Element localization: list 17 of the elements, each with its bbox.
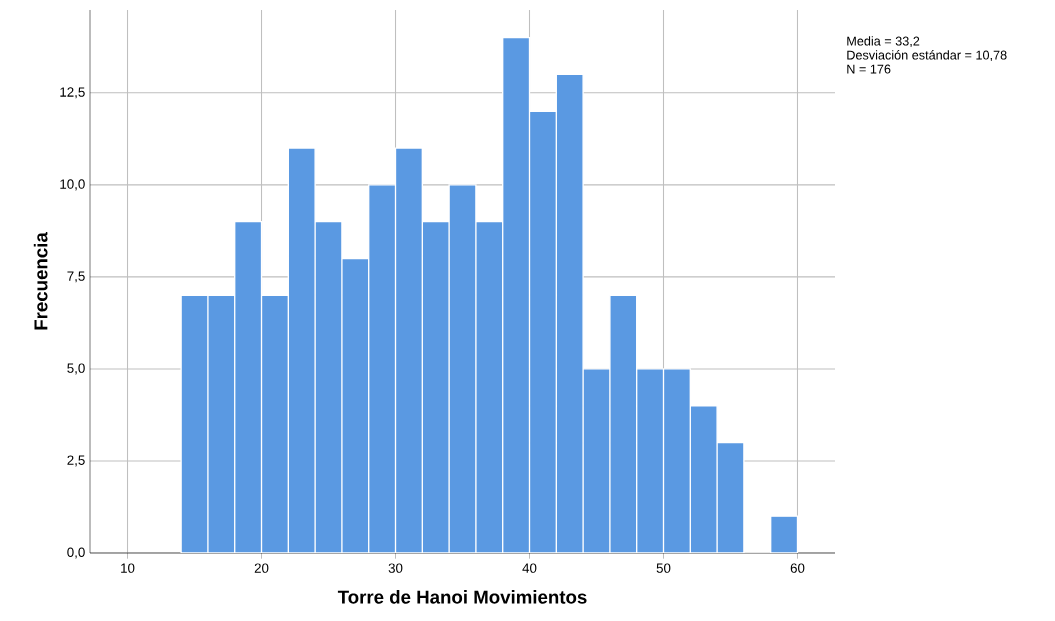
x-tick-label: 10 bbox=[121, 563, 135, 573]
y-tick-label: 10,0 bbox=[60, 179, 85, 191]
y-tick-label: 7,5 bbox=[67, 271, 85, 283]
x-tick-label: 50 bbox=[656, 563, 671, 573]
y-tick-label: 0,0 bbox=[67, 547, 85, 559]
y-axis-title: Frecuencia bbox=[33, 232, 48, 330]
y-tick-label: 2,5 bbox=[67, 455, 85, 467]
y-tick-label: 5,0 bbox=[67, 363, 85, 375]
x-tick-label: 40 bbox=[522, 563, 537, 573]
x-tick-label: 20 bbox=[254, 563, 269, 573]
x-axis-title: Torre de Hanoi Movimientos bbox=[337, 589, 587, 604]
text: Desviación estándar = 10,78 bbox=[847, 50, 1007, 62]
x-tick-label: 30 bbox=[388, 563, 403, 573]
x-tick-label: 60 bbox=[790, 563, 805, 573]
y-tick-label: 12,5 bbox=[60, 87, 85, 99]
text: Media = 33,2 bbox=[847, 36, 920, 48]
text: N = 176 bbox=[847, 64, 891, 74]
